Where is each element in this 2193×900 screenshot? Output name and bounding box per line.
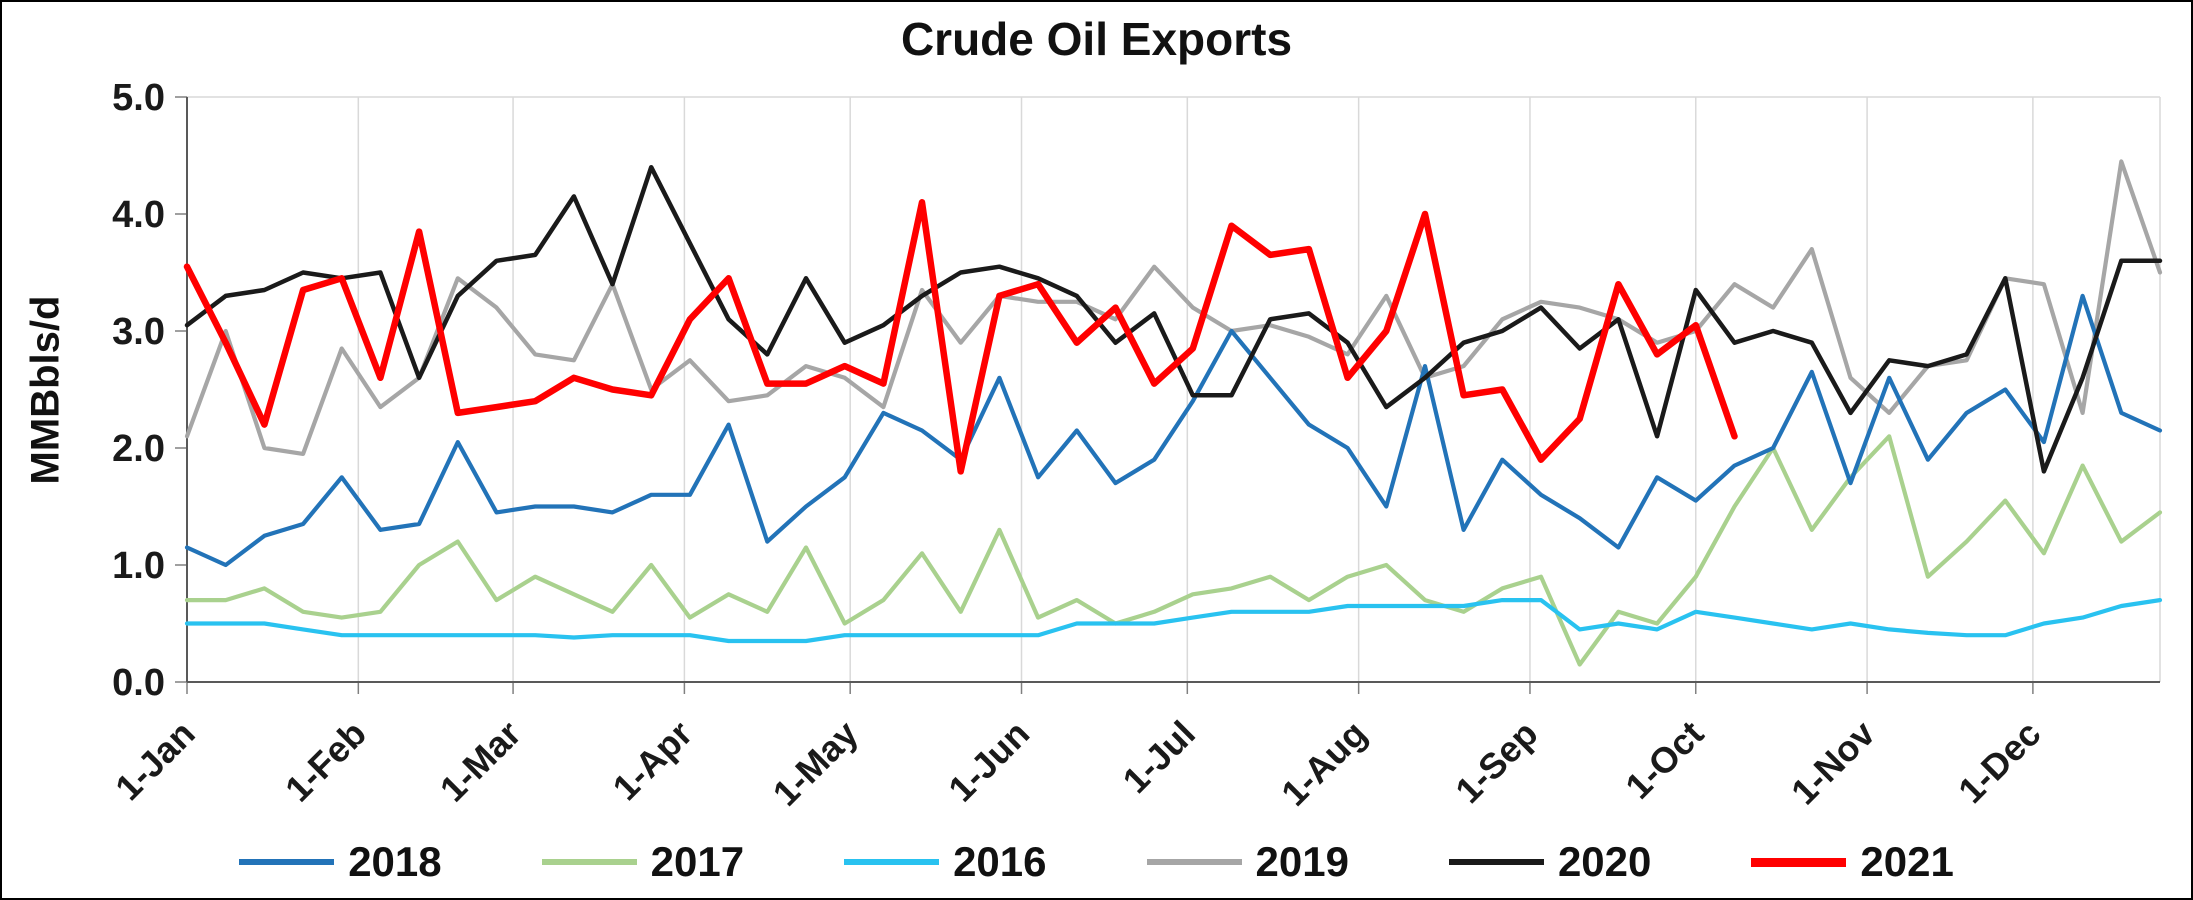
legend-item-2016: 2016	[844, 838, 1047, 886]
x-tick-label: 1-Feb	[277, 713, 374, 810]
y-tick-label: 2.0	[112, 428, 165, 470]
series-2019-line	[184, 159, 2163, 456]
y-tick-label: 0.0	[112, 662, 165, 704]
series-2020-line	[184, 164, 2163, 474]
series-2021-line	[183, 199, 1738, 475]
chart-title: Crude Oil Exports	[900, 13, 1293, 65]
legend-label-2021: 2021	[1860, 838, 1954, 885]
legend-item-2017: 2017	[541, 838, 745, 886]
x-tick-label: 1-May	[765, 713, 866, 814]
legend: 2018 2017 2016 2019 2020 2021	[2, 838, 2191, 886]
x-tick-label: 1-Dec	[1950, 713, 2048, 811]
legend-label-2017: 2017	[650, 838, 745, 885]
x-tick-label: 1-Jul	[1115, 713, 1203, 801]
legend-item-2018: 2018	[239, 838, 442, 886]
series-2016-line	[184, 597, 2163, 644]
legend-line-2021	[1751, 857, 1847, 867]
series-2018-line	[184, 293, 2163, 568]
y-tick-label: 4.0	[112, 194, 165, 236]
y-tick-label: 5.0	[112, 77, 165, 119]
legend-item-2020: 2020	[1448, 838, 1652, 886]
legend-item-2019: 2019	[1146, 838, 1349, 886]
legend-label-2020: 2020	[1557, 838, 1652, 885]
x-tick-label: 1-Jun	[940, 713, 1037, 810]
legend-label-2016: 2016	[953, 838, 1047, 885]
legend-line-2020	[1448, 859, 1544, 865]
legend-item-2021: 2021	[1751, 838, 1954, 886]
x-tick-label: 1-Mar	[432, 713, 529, 810]
y-tick-label: 1.0	[112, 545, 165, 587]
legend-line-2019	[1146, 859, 1242, 865]
x-tick-label: 1-Nov	[1783, 713, 1883, 813]
legend-line-2017	[541, 859, 637, 865]
x-tick-label: 1-Aug	[1273, 713, 1374, 814]
x-tick-label: 1-Apr	[605, 713, 700, 808]
x-tick-label: 1-Jan	[107, 713, 202, 808]
legend-line-2018	[239, 859, 335, 865]
x-tick-label: 1-Oct	[1617, 713, 1711, 807]
series-2017-line	[184, 434, 2163, 667]
x-tick-label: 1-Sep	[1447, 713, 1545, 811]
legend-label-2019: 2019	[1255, 838, 1349, 885]
legend-line-2016	[844, 859, 940, 865]
y-tick-label: 3.0	[112, 311, 165, 353]
legend-label-2018: 2018	[348, 838, 442, 885]
